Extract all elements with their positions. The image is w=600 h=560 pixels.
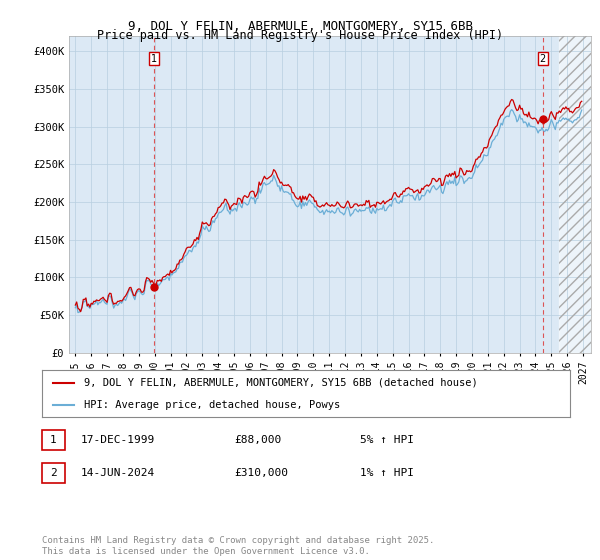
- Text: Contains HM Land Registry data © Crown copyright and database right 2025.
This d: Contains HM Land Registry data © Crown c…: [42, 536, 434, 556]
- Text: £88,000: £88,000: [234, 435, 281, 445]
- Text: £310,000: £310,000: [234, 468, 288, 478]
- Text: 17-DEC-1999: 17-DEC-1999: [81, 435, 155, 445]
- Text: 2: 2: [539, 54, 546, 63]
- Text: 1: 1: [151, 54, 157, 63]
- Text: 14-JUN-2024: 14-JUN-2024: [81, 468, 155, 478]
- Text: HPI: Average price, detached house, Powys: HPI: Average price, detached house, Powy…: [84, 400, 340, 410]
- Bar: [559, 36, 591, 353]
- Bar: [559, 36, 591, 353]
- Text: 1: 1: [50, 435, 57, 445]
- Text: 1% ↑ HPI: 1% ↑ HPI: [360, 468, 414, 478]
- Text: 2: 2: [50, 468, 57, 478]
- Text: 5% ↑ HPI: 5% ↑ HPI: [360, 435, 414, 445]
- Text: 9, DOL Y FELIN, ABERMULE, MONTGOMERY, SY15 6BB: 9, DOL Y FELIN, ABERMULE, MONTGOMERY, SY…: [128, 20, 473, 32]
- Text: Price paid vs. HM Land Registry's House Price Index (HPI): Price paid vs. HM Land Registry's House …: [97, 29, 503, 42]
- Text: 9, DOL Y FELIN, ABERMULE, MONTGOMERY, SY15 6BB (detached house): 9, DOL Y FELIN, ABERMULE, MONTGOMERY, SY…: [84, 378, 478, 388]
